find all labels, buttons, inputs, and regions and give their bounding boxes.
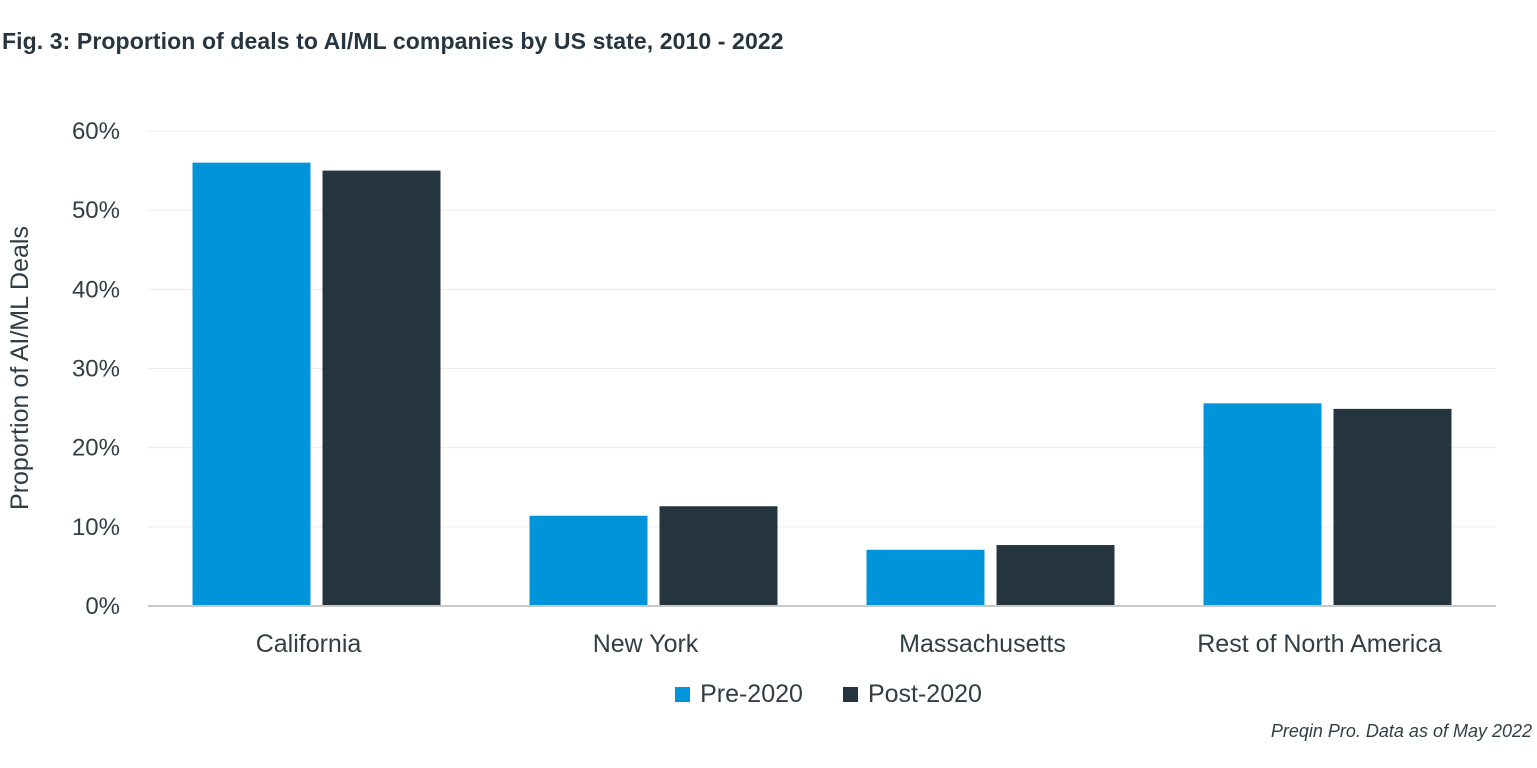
y-tick-label: 0% xyxy=(85,593,120,620)
bar-new-york-post-2020[interactable] xyxy=(659,506,778,606)
legend-item-post-2020[interactable]: Post-2020 xyxy=(842,680,982,709)
y-axis-ticks: 0% 10% 20% 30% 40% 50% 60% xyxy=(72,118,120,620)
x-axis-labels: California New York Massachusetts Rest of N… xyxy=(256,630,1442,658)
legend: Pre-2020 Post-2020 xyxy=(0,680,1537,709)
bar-new-york-pre-2020[interactable] xyxy=(529,515,648,606)
y-tick-label: 10% xyxy=(72,514,120,541)
legend-label-pre-2020: Pre-2020 xyxy=(700,680,803,708)
y-tick-label: 20% xyxy=(72,435,120,462)
x-tick-label-massachusetts: Massachusetts xyxy=(899,630,1066,658)
legend-item-pre-2020[interactable]: Pre-2020 xyxy=(675,680,803,709)
y-tick-label: 50% xyxy=(72,197,120,224)
bar-rest-of-north-america-pre-2020[interactable] xyxy=(1203,403,1322,606)
legend-swatch-post-2020 xyxy=(842,687,858,702)
legend-swatch-pre-2020 xyxy=(675,687,691,702)
chart-title: Fig. 3: Proportion of deals to AI/ML com… xyxy=(2,28,784,54)
x-tick-label-new-york: New York xyxy=(593,630,699,658)
bar-massachusetts-post-2020[interactable] xyxy=(996,545,1115,606)
bar-chart: 0% 10% 20% 30% 40% 50% 60% California New York M… xyxy=(6,118,1496,658)
x-tick-label-california: California xyxy=(256,630,362,658)
source-note: Preqin Pro. Data as of May 2022 xyxy=(1270,721,1532,741)
y-tick-label: 60% xyxy=(72,118,120,145)
legend-label-post-2020: Post-2020 xyxy=(867,680,982,708)
x-tick-label-rest-of-north-america: Rest of North America xyxy=(1197,630,1442,658)
bars xyxy=(192,162,1452,607)
y-tick-label: 40% xyxy=(72,276,120,303)
bar-california-pre-2020[interactable] xyxy=(192,162,311,606)
bar-massachusetts-pre-2020[interactable] xyxy=(866,549,985,606)
y-tick-label: 30% xyxy=(72,356,120,383)
bar-california-post-2020[interactable] xyxy=(322,170,441,607)
bar-rest-of-north-america-post-2020[interactable] xyxy=(1333,408,1452,606)
y-axis-title: Proportion of AI/ML Deals xyxy=(6,226,34,510)
